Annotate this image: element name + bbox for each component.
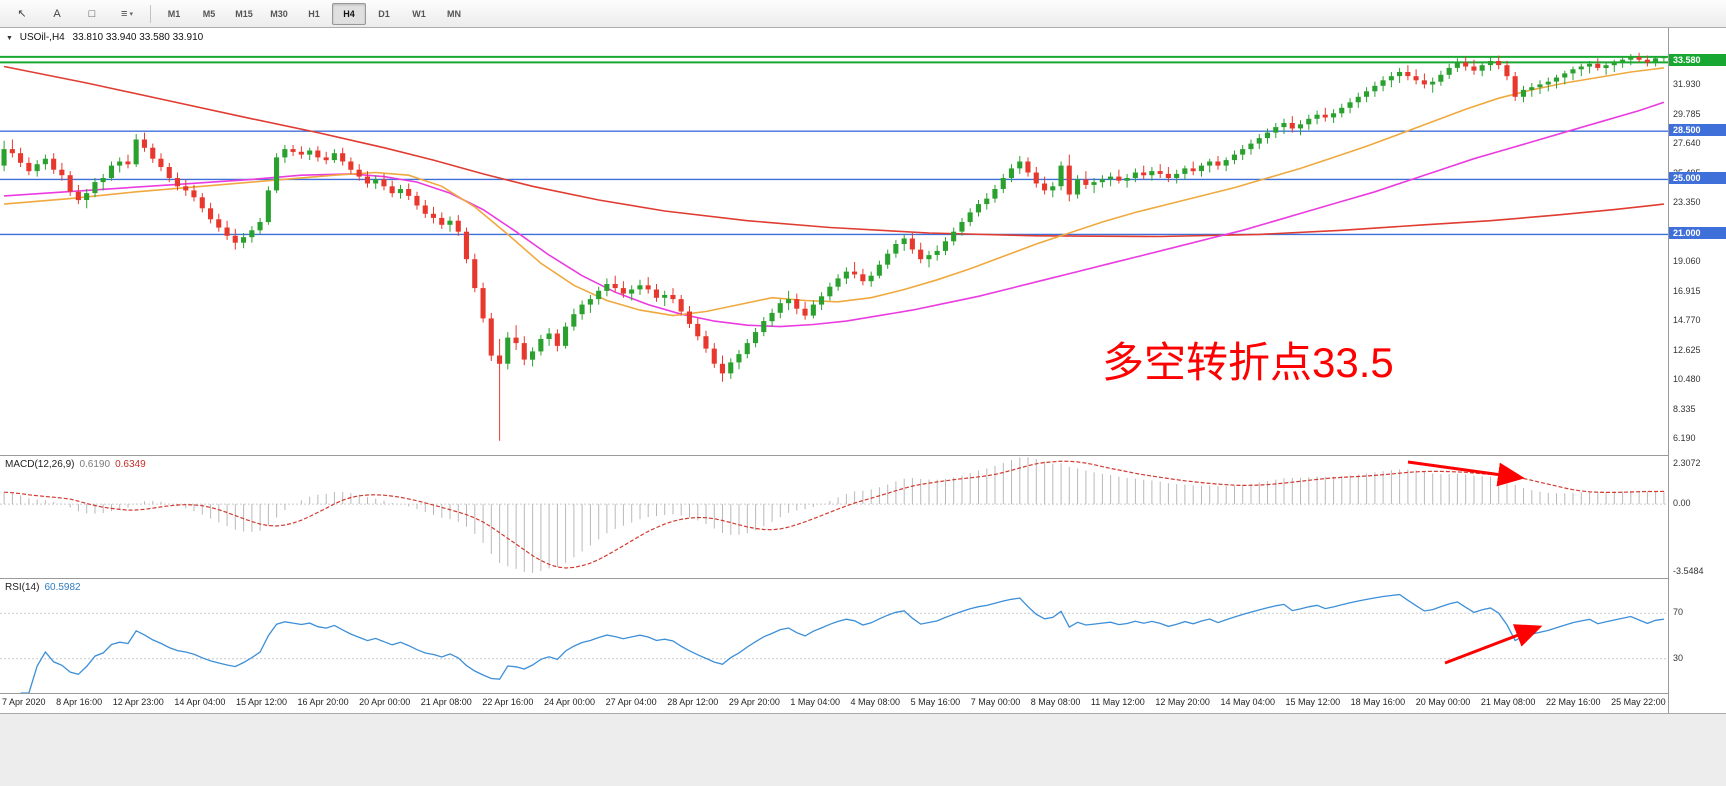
time-label: 14 Apr 04:00 bbox=[174, 697, 226, 707]
price-line-badge: 21.000 bbox=[1669, 227, 1726, 239]
time-label: 20 Apr 00:00 bbox=[359, 697, 411, 707]
time-label: 7 Apr 2020 bbox=[2, 697, 46, 707]
text-tool-button[interactable]: A bbox=[40, 3, 74, 25]
macd-canvas[interactable] bbox=[0, 456, 1668, 578]
timeframe-button-m5[interactable]: M5 bbox=[202, 8, 216, 19]
macd-name: MACD(12,26,9) bbox=[5, 459, 75, 470]
time-label: 7 May 00:00 bbox=[970, 697, 1021, 707]
rsi-label: RSI(14) 60.5982 bbox=[5, 582, 81, 593]
time-label: 1 May 04:00 bbox=[790, 697, 840, 707]
toolbar-separator bbox=[150, 4, 151, 23]
time-label: 22 May 16:00 bbox=[1545, 697, 1601, 707]
chart-text-annotation: 多空转折点33.5 bbox=[1102, 339, 1394, 386]
price-tick: 10.480 bbox=[1673, 374, 1701, 384]
rsi-level-label: 30 bbox=[1673, 653, 1684, 663]
chart-collapse-icon[interactable]: ▼ bbox=[6, 35, 13, 42]
time-label: 28 Apr 12:00 bbox=[667, 697, 719, 707]
time-axis[interactable]: 7 Apr 2020 8 Apr 16:00 12 Apr 23:00 14 Apr … bbox=[0, 693, 1668, 713]
time-label: 16 Apr 20:00 bbox=[297, 697, 349, 707]
price-tick: 31.930 bbox=[1673, 79, 1701, 89]
timeframe-button-h1[interactable]: H1 bbox=[308, 8, 320, 19]
price-tick: 8.335 bbox=[1673, 404, 1696, 414]
timeframe-button-h4[interactable]: H4 bbox=[332, 2, 366, 25]
timeframe-button-m30[interactable]: M30 bbox=[270, 8, 288, 19]
price-tick: 6.190 bbox=[1673, 433, 1696, 443]
time-label: 24 Apr 00:00 bbox=[543, 697, 596, 707]
time-label: 11 May 12:00 bbox=[1090, 697, 1145, 707]
macd-label: MACD(12,26,9) 0.6190 0.6349 bbox=[5, 459, 146, 470]
time-label: 29 Apr 20:00 bbox=[728, 697, 780, 707]
rsi-name: RSI(14) bbox=[5, 582, 40, 593]
price-line-badge: 25.000 bbox=[1669, 172, 1726, 184]
macd-axis-label: 0.00 bbox=[1673, 498, 1691, 508]
price-line-badge: 33.580 bbox=[1669, 54, 1726, 66]
object-tool-button[interactable]: □ bbox=[75, 3, 109, 25]
price-tick: 14.770 bbox=[1673, 315, 1701, 325]
time-label: 15 May 12:00 bbox=[1285, 697, 1341, 707]
timeframe-button-mn[interactable]: MN bbox=[447, 8, 461, 19]
ohlc-values: 33.810 33.940 33.580 33.910 bbox=[72, 32, 204, 43]
time-label: 4 May 08:00 bbox=[850, 697, 901, 707]
price-line-badge: 28.500 bbox=[1669, 124, 1726, 136]
time-label: 5 May 16:00 bbox=[910, 697, 961, 707]
time-label: 22 Apr 16:00 bbox=[482, 697, 534, 707]
time-label: 21 May 08:00 bbox=[1480, 697, 1536, 707]
macd-signal-value: 0.6349 bbox=[115, 459, 146, 470]
rsi-canvas[interactable] bbox=[0, 579, 1668, 693]
price-tick: 29.785 bbox=[1673, 109, 1701, 119]
chart-title: ▼ USOil-,H4 33.810 33.940 33.580 33.910 bbox=[6, 32, 203, 43]
timeframe-button-m15[interactable]: M15 bbox=[235, 8, 253, 19]
bottom-panel-area bbox=[0, 713, 1726, 786]
time-label: 27 Apr 04:00 bbox=[605, 697, 657, 707]
time-label: 12 May 20:00 bbox=[1155, 697, 1210, 707]
time-label: 25 May 22:00 bbox=[1611, 697, 1666, 707]
chart-window: ▼ USOil-,H4 33.810 33.940 33.580 33.910 … bbox=[0, 28, 1726, 713]
macd-axis-label: 2.3072 bbox=[1673, 458, 1701, 468]
macd-pane[interactable]: MACD(12,26,9) 0.6190 0.6349 bbox=[0, 455, 1668, 578]
time-label: 21 Apr 08:00 bbox=[420, 697, 472, 707]
price-tick: 19.060 bbox=[1673, 256, 1701, 266]
symbol-timeframe-label: USOil-,H4 bbox=[19, 32, 65, 43]
macd-main-value: 0.6190 bbox=[79, 459, 111, 470]
indicators-tool-icon: ≡ bbox=[121, 7, 128, 20]
top-toolbar: ↖ A □ ≡ ▾ M1 M5 M15 M30 H1 H4 D1 W1 MN bbox=[0, 0, 1726, 28]
timeframe-button-d1[interactable]: D1 bbox=[378, 8, 390, 19]
price-tick: 16.915 bbox=[1673, 286, 1701, 296]
indicators-tool-button[interactable]: ≡ ▾ bbox=[110, 3, 144, 25]
time-label: 14 May 04:00 bbox=[1220, 697, 1275, 707]
price-axis[interactable]: 31.93029.78527.64025.49523.35021.20519.0… bbox=[1668, 28, 1726, 713]
cursor-tool-icon: ↖ bbox=[17, 8, 27, 20]
price-tick: 23.350 bbox=[1673, 197, 1701, 207]
rsi-value: 60.5982 bbox=[44, 582, 81, 593]
time-label: 15 Apr 12:00 bbox=[235, 697, 287, 707]
time-label: 20 May 00:00 bbox=[1415, 697, 1471, 707]
time-label: 12 Apr 23:00 bbox=[112, 697, 164, 707]
rsi-pane[interactable]: RSI(14) 60.5982 bbox=[0, 578, 1668, 693]
price-tick: 12.625 bbox=[1673, 345, 1701, 355]
rsi-level-label: 70 bbox=[1673, 607, 1684, 617]
text-tool-icon: A bbox=[53, 7, 61, 20]
timeframe-button-w1[interactable]: W1 bbox=[412, 8, 426, 19]
main-price-pane[interactable]: ▼ USOil-,H4 33.810 33.940 33.580 33.910 … bbox=[0, 28, 1668, 455]
time-label: 18 May 16:00 bbox=[1350, 697, 1406, 707]
dropdown-caret-icon: ▾ bbox=[129, 10, 133, 18]
object-tool-icon: □ bbox=[88, 7, 96, 20]
timeframe-button-m1[interactable]: M1 bbox=[167, 8, 181, 19]
macd-axis-label: -3.5484 bbox=[1673, 566, 1704, 576]
price-tick: 27.640 bbox=[1673, 138, 1701, 148]
cursor-tool-button[interactable]: ↖ bbox=[5, 3, 39, 25]
time-label: 8 May 08:00 bbox=[1030, 697, 1081, 707]
time-label: 8 Apr 16:00 bbox=[56, 697, 103, 707]
main-chart-canvas[interactable] bbox=[0, 28, 1668, 455]
